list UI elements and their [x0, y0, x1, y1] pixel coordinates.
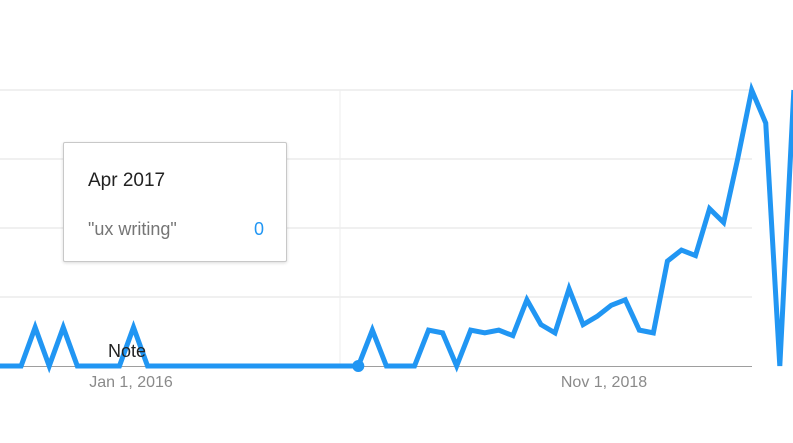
x-tick-label: Nov 1, 2018 — [561, 374, 647, 391]
x-tick-labels: Jan 1, 2016 Nov 1, 2018 — [89, 374, 647, 391]
note-annotation[interactable]: Note — [108, 341, 146, 361]
series-line-ux-writing — [0, 81, 793, 374]
tooltip: Apr 2017 "ux writing" 0 — [63, 142, 287, 262]
tooltip-value: 0 — [253, 219, 264, 239]
x-tick-label: Jan 1, 2016 — [89, 374, 173, 391]
tooltip-title: Apr 2017 — [88, 170, 166, 191]
series-group — [0, 81, 793, 374]
tooltip-term: "ux writing" — [88, 219, 177, 239]
highlight-point[interactable] — [352, 360, 365, 372]
